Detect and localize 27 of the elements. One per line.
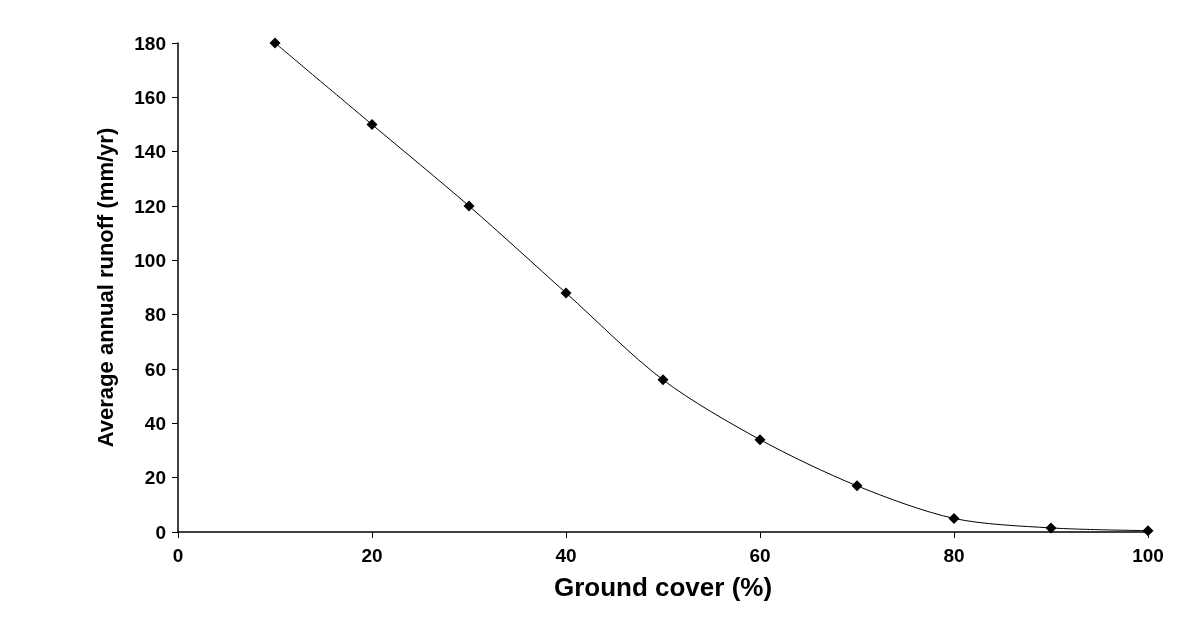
y-axis-title: Average annual runoff (mm/yr) xyxy=(92,127,118,448)
point xyxy=(560,287,572,299)
y-tick-label: 100 xyxy=(134,249,166,271)
y-tick-label: 0 xyxy=(155,521,166,543)
point xyxy=(851,480,863,492)
x-tick-label: 60 xyxy=(749,545,771,566)
x-tick-label: 80 xyxy=(943,545,965,566)
point xyxy=(1045,522,1057,534)
y-tick-label: 60 xyxy=(144,358,166,380)
y-tick-label: 120 xyxy=(134,195,166,217)
x-axis-title: Ground cover (%) xyxy=(553,572,773,602)
y-tick-label: 140 xyxy=(134,141,166,163)
point xyxy=(366,119,378,130)
point xyxy=(463,200,475,212)
y-tick-label: 20 xyxy=(144,467,166,489)
x-tick-label: 40 xyxy=(555,545,577,566)
y-tick-label: 160 xyxy=(134,86,166,108)
x-tick-label: 100 xyxy=(1132,545,1164,566)
point xyxy=(754,434,766,446)
y-tick-label: 40 xyxy=(144,412,166,434)
point xyxy=(657,374,669,386)
point xyxy=(948,512,960,524)
y-tick-label: 80 xyxy=(144,304,166,326)
x-tick-label: 20 xyxy=(361,545,383,566)
x-tick-label: 0 xyxy=(172,545,184,566)
point xyxy=(269,37,281,49)
y-tick-label: 180 xyxy=(134,32,166,54)
